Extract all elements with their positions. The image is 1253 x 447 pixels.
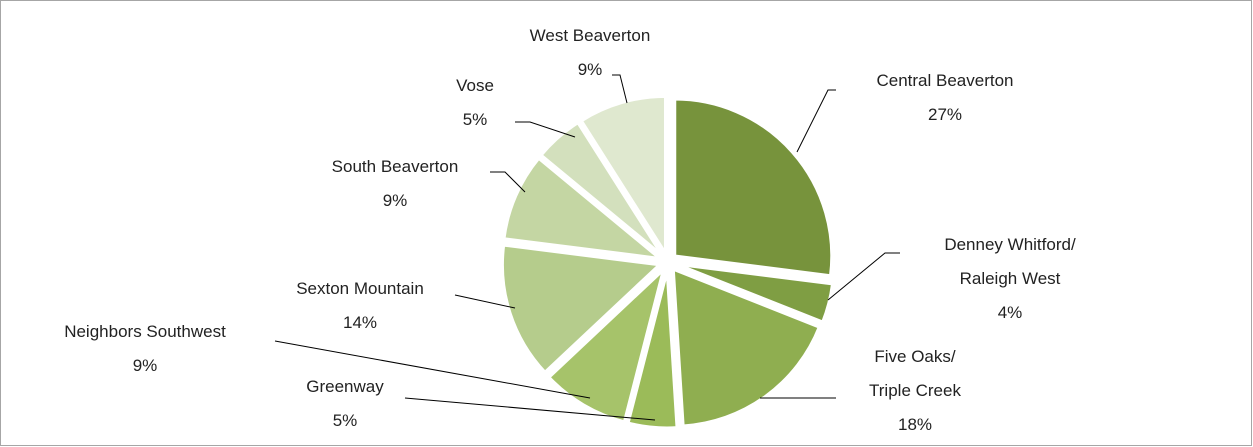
data-label-value: 18% bbox=[898, 415, 932, 434]
data-label-name: Central Beaverton bbox=[876, 71, 1013, 90]
leader-line bbox=[454, 294, 516, 309]
pie-slice bbox=[500, 243, 663, 375]
pie-slice bbox=[502, 156, 665, 261]
data-label-value: 9% bbox=[133, 356, 158, 375]
pie-slice bbox=[673, 97, 834, 278]
data-label-value: 9% bbox=[383, 191, 408, 210]
data-label-name: Vose bbox=[456, 76, 494, 95]
data-label-value: 27% bbox=[928, 105, 962, 124]
data-label-value: 5% bbox=[333, 411, 358, 430]
data-label-name: Sexton Mountain bbox=[296, 279, 424, 298]
leader-line bbox=[490, 171, 526, 193]
data-label-name: West Beaverton bbox=[530, 26, 651, 45]
leader-line bbox=[612, 74, 628, 104]
data-label-name: South Beaverton bbox=[332, 157, 459, 176]
data-label-name: Denney Whitford/Raleigh West bbox=[944, 235, 1076, 288]
data-label-name: Greenway bbox=[306, 377, 384, 396]
data-label-name: Five Oaks/Triple Creek bbox=[869, 347, 961, 400]
pie-slice bbox=[671, 267, 822, 428]
data-label-value: 14% bbox=[343, 313, 377, 332]
data-label-value: 4% bbox=[998, 303, 1023, 322]
data-label-value: 5% bbox=[463, 110, 488, 129]
leader-line bbox=[827, 252, 900, 301]
pie-slice bbox=[579, 94, 667, 259]
leader-line bbox=[515, 121, 576, 138]
data-label-name: Neighbors Southwest bbox=[64, 322, 226, 341]
pie-slice bbox=[546, 265, 667, 424]
data-label-value: 9% bbox=[578, 60, 603, 79]
leader-line bbox=[404, 397, 656, 421]
leader-line bbox=[274, 340, 591, 399]
pie-slice bbox=[538, 120, 664, 257]
pie-slice bbox=[626, 270, 679, 430]
leader-line bbox=[796, 89, 836, 153]
pie-slice bbox=[676, 262, 835, 324]
